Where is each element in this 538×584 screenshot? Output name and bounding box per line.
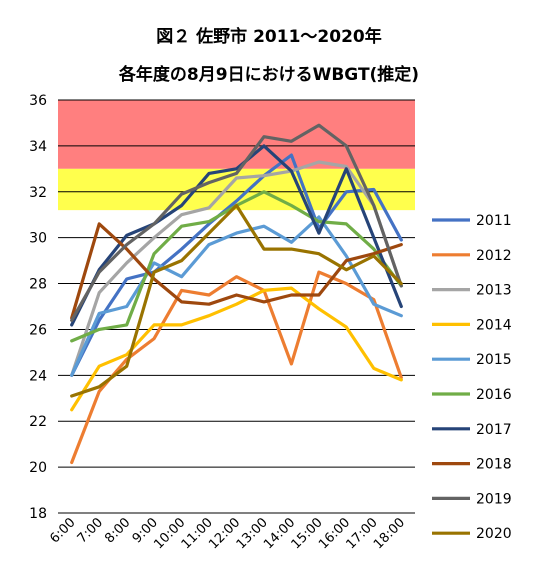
y-tick-label: 26 [29,322,47,338]
x-tick-label: 18:00 [371,515,408,552]
y-tick-label: 36 [29,93,47,109]
series-line-2020 [70,203,403,398]
series-line-2017 [70,144,403,327]
x-tick-label: 6:00 [47,515,78,546]
legend-label: 2017 [476,422,512,438]
legend-label: 2014 [476,317,512,333]
wbgt-band-0 [58,100,415,169]
legend-label: 2016 [476,387,512,403]
y-tick-label: 32 [29,185,47,201]
y-tick-label: 28 [29,277,47,293]
series-line-2011 [70,153,403,377]
legend-label: 2018 [476,457,512,473]
legend-label: 2019 [476,491,512,507]
y-tick-label: 22 [29,414,47,430]
y-tick-label: 30 [29,231,47,247]
series-line-2012 [70,270,403,465]
y-tick-label: 18 [29,506,47,522]
x-tick-label: 8:00 [102,515,133,546]
series-line-2018 [70,222,403,320]
legend-label: 2015 [476,352,512,368]
chart-subtitle: 各年度の8月9日におけるWBGT(推定) [118,65,420,85]
series-line-2019 [70,123,403,322]
legend-label: 2012 [476,248,512,264]
legend-label: 2013 [476,283,512,299]
series-line-2014 [70,286,403,412]
x-tick-label: 7:00 [75,515,106,546]
y-tick-label: 24 [29,368,47,384]
series-line-2015 [70,215,403,377]
series-line-2013 [70,160,403,377]
y-tick-label: 34 [29,139,47,155]
y-tick-label: 20 [29,460,47,476]
chart-title: 図２ 佐野市 2011～2020年 [156,27,382,47]
legend-label: 2011 [476,213,512,229]
legend-label: 2020 [476,526,512,542]
